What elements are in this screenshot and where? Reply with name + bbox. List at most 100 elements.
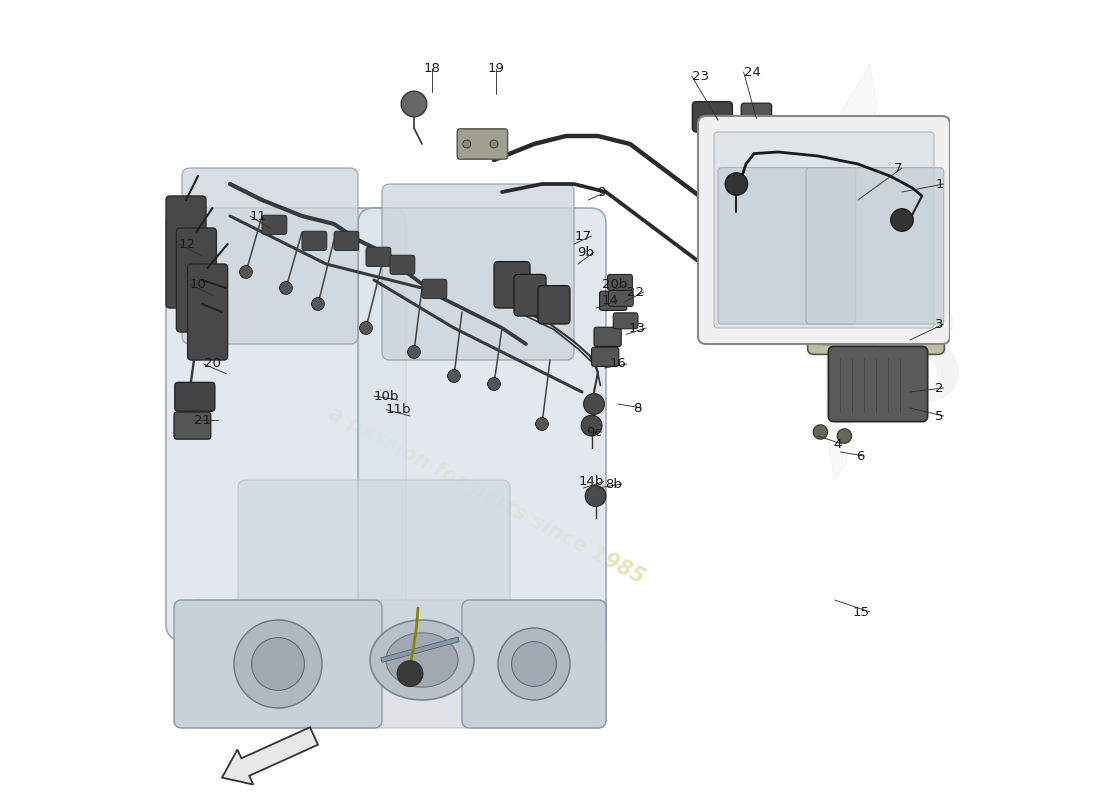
Polygon shape — [822, 64, 877, 480]
Text: 6: 6 — [856, 450, 865, 462]
Circle shape — [498, 628, 570, 700]
Text: 12: 12 — [179, 238, 196, 250]
Circle shape — [891, 209, 913, 231]
Text: 23: 23 — [692, 70, 708, 82]
Text: 3: 3 — [935, 318, 944, 330]
Text: 1: 1 — [741, 246, 823, 362]
Text: 22: 22 — [627, 286, 644, 298]
Ellipse shape — [370, 620, 474, 700]
Circle shape — [536, 418, 549, 430]
FancyBboxPatch shape — [188, 264, 228, 360]
FancyBboxPatch shape — [607, 274, 632, 290]
Circle shape — [234, 620, 322, 708]
FancyBboxPatch shape — [382, 184, 574, 360]
Text: 5: 5 — [884, 310, 967, 426]
FancyBboxPatch shape — [366, 247, 390, 266]
Text: 11b: 11b — [386, 403, 411, 416]
Circle shape — [584, 394, 604, 414]
FancyBboxPatch shape — [190, 600, 606, 728]
Circle shape — [397, 661, 422, 686]
Circle shape — [463, 140, 471, 148]
Text: 10: 10 — [190, 278, 207, 290]
Text: 9c: 9c — [586, 426, 602, 438]
Text: 19: 19 — [487, 62, 504, 75]
FancyBboxPatch shape — [166, 208, 406, 640]
Circle shape — [279, 282, 293, 294]
FancyBboxPatch shape — [334, 231, 359, 250]
FancyBboxPatch shape — [390, 255, 415, 274]
Circle shape — [408, 346, 420, 358]
Text: 8: 8 — [837, 278, 920, 394]
Circle shape — [845, 312, 860, 328]
Circle shape — [837, 429, 851, 443]
FancyBboxPatch shape — [741, 103, 771, 127]
Circle shape — [402, 91, 427, 117]
FancyBboxPatch shape — [458, 129, 507, 159]
Circle shape — [813, 425, 827, 439]
FancyBboxPatch shape — [302, 231, 327, 250]
Text: 4: 4 — [834, 438, 842, 450]
Circle shape — [360, 322, 373, 334]
FancyBboxPatch shape — [718, 168, 856, 324]
Text: 9: 9 — [789, 246, 871, 362]
Text: 7: 7 — [893, 162, 902, 174]
FancyBboxPatch shape — [422, 279, 447, 298]
Text: a passion for parts since 1985: a passion for parts since 1985 — [324, 404, 648, 588]
Circle shape — [813, 334, 824, 345]
FancyBboxPatch shape — [828, 346, 927, 422]
Circle shape — [448, 370, 461, 382]
FancyBboxPatch shape — [600, 291, 627, 310]
Text: 20b: 20b — [602, 278, 628, 290]
FancyBboxPatch shape — [174, 600, 382, 728]
FancyBboxPatch shape — [494, 262, 530, 308]
FancyBboxPatch shape — [514, 274, 546, 316]
FancyBboxPatch shape — [174, 412, 211, 439]
FancyBboxPatch shape — [806, 168, 944, 324]
FancyBboxPatch shape — [608, 290, 634, 306]
Text: 1: 1 — [935, 178, 944, 190]
FancyBboxPatch shape — [592, 347, 619, 366]
Text: 2: 2 — [935, 382, 944, 394]
Circle shape — [512, 642, 557, 686]
FancyBboxPatch shape — [807, 274, 945, 354]
Text: 14: 14 — [601, 294, 618, 306]
Circle shape — [725, 173, 748, 195]
FancyBboxPatch shape — [462, 600, 606, 728]
Text: 20: 20 — [204, 358, 220, 370]
Text: 24: 24 — [744, 66, 760, 78]
FancyBboxPatch shape — [613, 313, 638, 329]
Circle shape — [311, 298, 324, 310]
FancyBboxPatch shape — [820, 288, 877, 345]
FancyBboxPatch shape — [358, 208, 606, 656]
FancyBboxPatch shape — [714, 132, 934, 328]
Text: 14b: 14b — [579, 475, 604, 488]
Text: 8: 8 — [634, 402, 642, 414]
Text: 10b: 10b — [374, 390, 399, 402]
FancyBboxPatch shape — [182, 168, 358, 344]
FancyBboxPatch shape — [262, 215, 287, 234]
Text: 15: 15 — [852, 606, 870, 618]
FancyBboxPatch shape — [820, 186, 945, 286]
FancyArrow shape — [222, 727, 318, 785]
Text: 9b: 9b — [578, 246, 594, 258]
Circle shape — [487, 378, 500, 390]
Circle shape — [240, 266, 252, 278]
Circle shape — [252, 638, 305, 690]
FancyBboxPatch shape — [175, 382, 214, 411]
Text: 5: 5 — [935, 410, 944, 422]
FancyBboxPatch shape — [827, 199, 880, 276]
Text: 16: 16 — [609, 358, 627, 370]
Circle shape — [581, 415, 602, 436]
Circle shape — [585, 486, 606, 506]
Text: 17: 17 — [574, 230, 592, 242]
FancyBboxPatch shape — [166, 196, 206, 308]
FancyBboxPatch shape — [594, 327, 621, 346]
Text: 9: 9 — [597, 186, 606, 198]
Circle shape — [490, 140, 498, 148]
Text: 13: 13 — [629, 322, 646, 334]
FancyBboxPatch shape — [879, 290, 927, 342]
FancyBboxPatch shape — [176, 228, 217, 332]
Text: 11: 11 — [250, 210, 267, 222]
FancyBboxPatch shape — [238, 480, 510, 656]
FancyBboxPatch shape — [789, 220, 830, 272]
